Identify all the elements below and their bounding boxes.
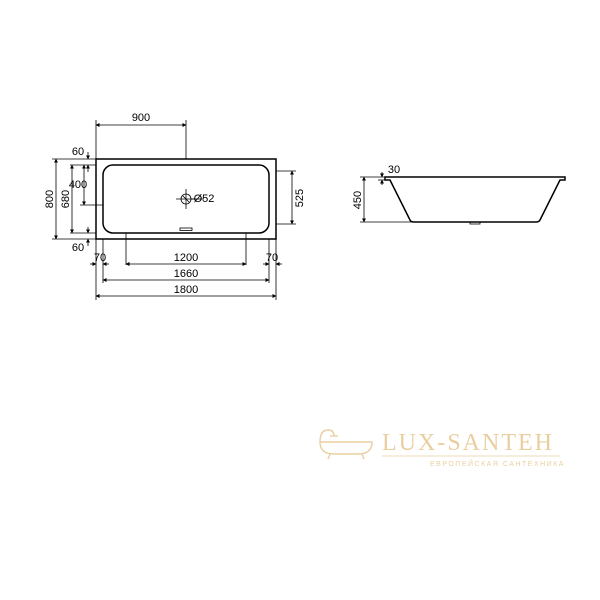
svg-text:LUX-SANTEH: LUX-SANTEH — [382, 430, 554, 456]
watermark-main: LUX-SANTEH — [382, 430, 554, 456]
dim-60-top: 60 — [72, 146, 84, 158]
dim-680: 680 — [60, 190, 72, 208]
svg-text:ЕВРОПЕЙСКАЯ САНТЕХНИКА: ЕВРОПЕЙСКАЯ САНТЕХНИКА — [430, 459, 565, 468]
watermark-sub: ЕВРОПЕЙСКАЯ САНТЕХНИКА — [430, 459, 565, 468]
dim-525: 525 — [294, 189, 306, 207]
dim-1800: 1800 — [174, 284, 198, 296]
dim-400: 400 — [69, 179, 87, 191]
dim-1200: 1200 — [174, 252, 198, 264]
dim-900: 900 — [132, 112, 150, 124]
dim-60-bot: 60 — [72, 242, 84, 254]
technical-drawing: Ø52 900 60 400 680 800 60 — [0, 0, 600, 600]
dim-70-l: 70 — [94, 252, 106, 264]
dim-1660: 1660 — [174, 268, 198, 280]
plan-view: Ø52 900 60 400 680 800 60 — [44, 112, 306, 300]
watermark: LUX-SANTEH ЕВРОПЕЙСКАЯ САНТЕХНИКА — [320, 430, 565, 468]
dim-800: 800 — [44, 190, 56, 208]
dim-70-r: 70 — [266, 252, 278, 264]
dim-30: 30 — [388, 164, 400, 176]
drain-label: Ø52 — [194, 193, 215, 205]
side-view: 30 450 — [352, 164, 565, 224]
dim-450: 450 — [352, 191, 364, 209]
